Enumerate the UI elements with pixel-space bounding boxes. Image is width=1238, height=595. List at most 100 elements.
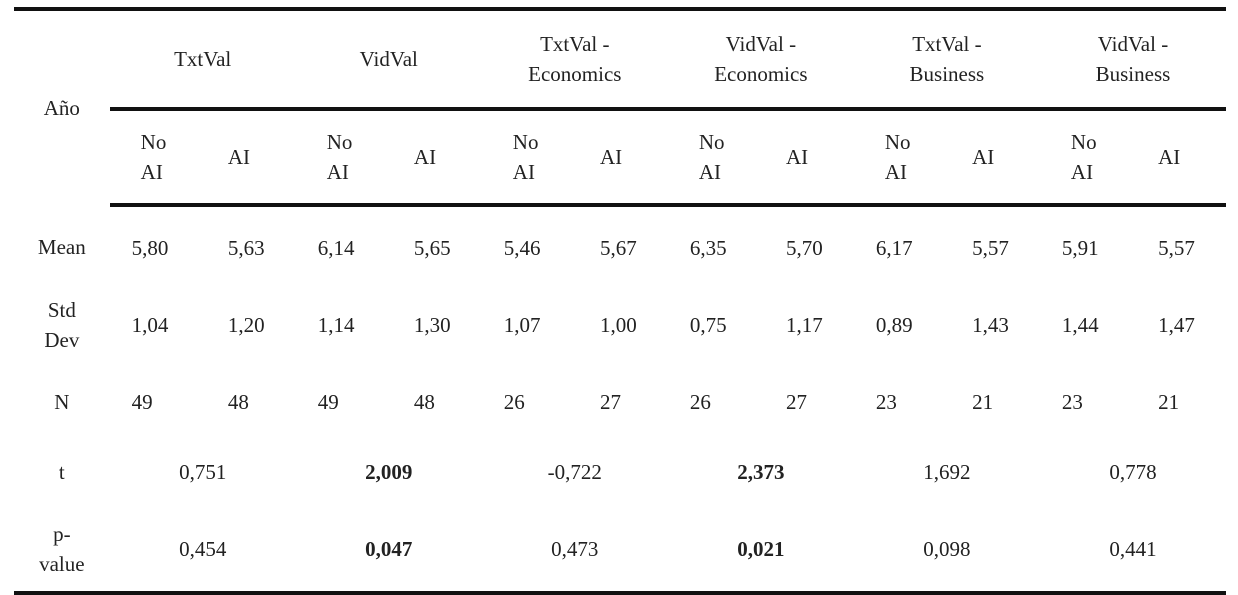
cell-value: 5,63	[227, 236, 265, 260]
cell-value: 1,47	[1158, 313, 1195, 337]
table-row-t: t 0,751 2,009 -0,722 2,373 1,692 0,778	[14, 437, 1226, 507]
group-header-line1: VidVal -	[725, 32, 797, 56]
row-label-std-dev: Std Dev	[14, 283, 110, 367]
cell-value: 0,75	[689, 313, 727, 337]
cell-value-p: 0,473	[481, 507, 668, 595]
subheader-no: No	[1070, 130, 1097, 154]
group-header-txtval: TxtVal	[109, 7, 296, 111]
subheader-ai: AI	[958, 109, 1040, 207]
subheader-no: No	[140, 130, 167, 154]
cell-value: 27	[599, 390, 621, 414]
row-label-mean: Mean	[37, 235, 86, 259]
cell-value-t: 0,751	[179, 460, 227, 484]
group-header-vidval: VidVal	[295, 7, 482, 111]
subheader-ai-part: AI	[1070, 160, 1094, 184]
subheader-no-ai: No AI	[109, 109, 214, 207]
cell-value: 21	[1158, 390, 1180, 414]
cell-value: 1,43	[972, 313, 1009, 337]
subheader-ai: AI	[772, 109, 854, 207]
cell-value-p: 0,098	[853, 507, 1040, 595]
subheader-no-ai: No AI	[481, 109, 586, 207]
subheader-no: No	[326, 130, 353, 154]
subheader-ai-part: AI	[326, 160, 349, 184]
cell-value: 1,14	[317, 313, 355, 337]
cell-value-t: 0,778	[1109, 460, 1157, 484]
cell-value: 5,57	[1158, 236, 1195, 260]
cell-value: 48	[413, 390, 435, 414]
cell-value: 27	[786, 390, 808, 414]
row-label-p-value: p-value	[14, 507, 110, 595]
group-header-line1: TxtVal -	[540, 32, 610, 56]
cell-value-p: 0,441	[1039, 507, 1226, 595]
cell-value: 1,20	[227, 313, 265, 337]
results-table: Año TxtVal VidVal TxtVal - Economics Vid…	[14, 7, 1226, 595]
subheader-no-ai: No AI	[667, 109, 773, 207]
cell-value: 1,44	[1061, 313, 1099, 337]
group-header-line2: Economics	[528, 62, 622, 86]
subheader-no-ai: No AI	[853, 109, 959, 207]
subheader-no: No	[512, 130, 539, 154]
cell-value-t: -0,722	[547, 460, 602, 484]
row-label-line1: Std	[47, 298, 76, 322]
cell-value: 49	[131, 390, 153, 414]
subheader-ai-part: AI	[512, 160, 535, 184]
cell-value: 26	[503, 390, 525, 414]
row-label-line2: Dev	[44, 328, 80, 352]
cell-value: 23	[875, 390, 897, 414]
cell-value: 1,30	[413, 313, 451, 337]
group-header-line1: TxtVal	[174, 47, 232, 71]
cell-value-p: 0,047	[295, 507, 482, 595]
table-row-std-dev: Std Dev 1,04 1,20 1,14 1,30 1,07 1,00 0,7…	[14, 283, 1226, 367]
cell-value: 0,89	[875, 313, 913, 337]
cell-value: 1,07	[503, 313, 541, 337]
cell-value-t: 1,692	[923, 460, 971, 484]
subheader-ai: AI	[585, 109, 668, 207]
cell-value-t: 2,373	[737, 460, 785, 484]
table-row-p-value: p-value 0,454 0,047 0,473 0,021 0,098 0,…	[14, 507, 1226, 595]
cell-value: 5,70	[786, 236, 823, 260]
subheader-ai: AI	[213, 109, 296, 207]
subheader-ai: AI	[1144, 109, 1226, 207]
subheader-ai-part: AI	[884, 160, 908, 184]
table-row-mean: Mean 5,80 5,63 6,14 5,65 5,46 5,67 6,35 …	[14, 205, 1226, 283]
group-header-line1: VidVal	[359, 47, 418, 71]
subheader-ai-part: AI	[698, 160, 721, 184]
subheader-no-ai: No AI	[295, 109, 400, 207]
cell-value: 26	[689, 390, 711, 414]
subheader-ai: AI	[399, 109, 482, 207]
cell-value: 5,80	[131, 236, 169, 260]
group-header-line1: VidVal -	[1097, 32, 1169, 56]
group-header-vidval-business: VidVal - Business	[1039, 7, 1226, 111]
row-label-line2: value	[39, 552, 85, 576]
row-label-line1: p-	[53, 522, 71, 546]
group-header-line2: Economics	[714, 62, 808, 86]
group-header-row: Año TxtVal VidVal TxtVal - Economics Vid…	[14, 7, 1226, 205]
corner-label: Año	[14, 7, 110, 205]
cell-value-p: 0,454	[109, 507, 296, 595]
cell-value: 6,35	[689, 236, 727, 260]
group-header-line2: Business	[909, 62, 985, 86]
group-header-txtval-business: TxtVal - Business	[853, 7, 1040, 111]
table-row-n: N 49 48 49 48 26 27 26 27 23 21 23 21	[14, 367, 1226, 437]
row-label-t: t	[58, 460, 65, 484]
cell-value: 48	[227, 390, 249, 414]
cell-value: 1,17	[786, 313, 823, 337]
subheader-ai-part: AI	[140, 160, 163, 184]
subheader-no: No	[884, 130, 911, 154]
cell-value: 23	[1061, 390, 1083, 414]
subheader-no-ai: No AI	[1039, 109, 1145, 207]
cell-value: 5,46	[503, 236, 541, 260]
cell-value: 5,67	[599, 236, 637, 260]
cell-value: 5,57	[972, 236, 1009, 260]
cell-value: 1,00	[599, 313, 637, 337]
cell-value-p: 0,021	[667, 507, 854, 595]
group-header-line1: TxtVal -	[912, 32, 982, 56]
cell-value: 49	[317, 390, 339, 414]
cell-value: 6,17	[875, 236, 913, 260]
cell-value: 5,65	[413, 236, 451, 260]
group-header-txtval-economics: TxtVal - Economics	[481, 7, 668, 111]
row-label-n: N	[54, 390, 70, 414]
cell-value: 21	[972, 390, 994, 414]
subheader-row: No AI AI No AI AI No AI AI No AI AI No AI AI …	[14, 109, 1226, 207]
